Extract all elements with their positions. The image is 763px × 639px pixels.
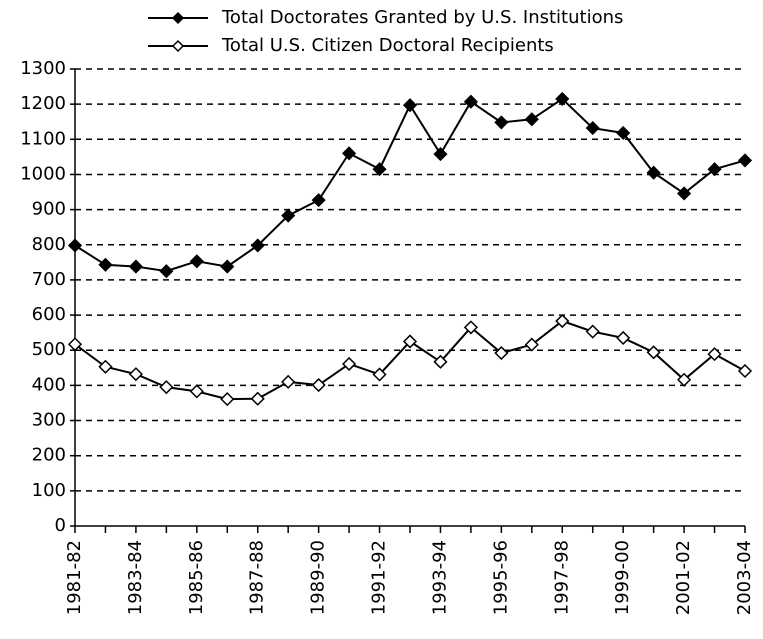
x-tick-label: 2001-02 [673, 540, 694, 615]
marker [616, 125, 631, 141]
marker [250, 391, 265, 406]
x-tick-label: 1995-96 [490, 540, 511, 615]
marker [220, 392, 235, 407]
marker [677, 186, 692, 201]
y-tick-label: 900 [32, 199, 66, 220]
y-tick-label: 1200 [20, 93, 66, 114]
marker [494, 115, 509, 130]
marker [524, 112, 539, 127]
y-tick-label: 300 [32, 410, 66, 431]
marker [463, 320, 478, 335]
x-tick-label: 1987-88 [247, 540, 268, 615]
marker [311, 377, 326, 393]
marker [220, 259, 235, 274]
y-tick-label: 500 [32, 339, 66, 360]
marker [159, 380, 174, 395]
y-tick-label: 400 [32, 374, 66, 395]
marker [737, 153, 753, 168]
x-tick-label: 1993-94 [429, 540, 450, 615]
marker [707, 347, 722, 362]
marker [67, 238, 83, 253]
marker [555, 313, 570, 329]
y-tick-label: 700 [32, 269, 66, 290]
legend-marker [171, 11, 185, 25]
legend-marker [171, 39, 185, 53]
y-tick-label: 1000 [20, 163, 66, 184]
y-tick-label: 800 [32, 234, 66, 255]
marker [311, 193, 326, 208]
marker [616, 330, 631, 345]
marker [342, 356, 357, 372]
marker [250, 238, 265, 253]
legend-label: Total Doctorates Granted by U.S. Institu… [221, 7, 623, 28]
marker [463, 94, 478, 109]
marker [433, 354, 448, 369]
marker [433, 147, 448, 162]
marker [555, 91, 570, 106]
marker [372, 162, 387, 177]
y-tick-label: 200 [32, 445, 66, 466]
marker [159, 264, 174, 279]
x-tick-label: 1991-92 [369, 540, 390, 615]
legend-label: Total U.S. Citizen Doctoral Recipients [221, 35, 554, 56]
marker [98, 257, 113, 272]
marker [585, 324, 600, 339]
x-tick-label: 2003-04 [734, 540, 755, 615]
marker [707, 162, 722, 177]
y-tick-label: 1100 [20, 128, 66, 149]
y-tick-label: 0 [55, 515, 66, 536]
marker [677, 372, 692, 387]
x-tick-label: 1981-82 [64, 540, 85, 615]
marker [402, 98, 418, 113]
marker [189, 254, 204, 269]
x-tick-label: 1999-00 [612, 540, 633, 615]
x-tick-label: 1983-84 [125, 540, 146, 615]
marker [342, 146, 357, 161]
y-tick-label: 600 [32, 304, 66, 325]
marker [128, 259, 143, 274]
marker [281, 208, 296, 223]
marker [646, 345, 661, 360]
x-tick-label: 1997-98 [551, 540, 572, 615]
marker [737, 363, 753, 379]
marker [67, 337, 83, 352]
marker [372, 367, 387, 382]
marker [646, 165, 661, 180]
marker [189, 384, 204, 399]
marker [281, 374, 296, 389]
marker [494, 345, 509, 361]
y-tick-label: 100 [32, 480, 66, 501]
marker [98, 359, 113, 374]
x-tick-label: 1989-90 [308, 540, 329, 615]
marker [128, 367, 143, 382]
marker [524, 337, 539, 352]
y-tick-label: 1300 [20, 58, 66, 79]
x-tick-label: 1985-86 [186, 540, 207, 615]
series-line [74, 319, 746, 401]
marker [402, 334, 418, 349]
marker [585, 120, 600, 136]
